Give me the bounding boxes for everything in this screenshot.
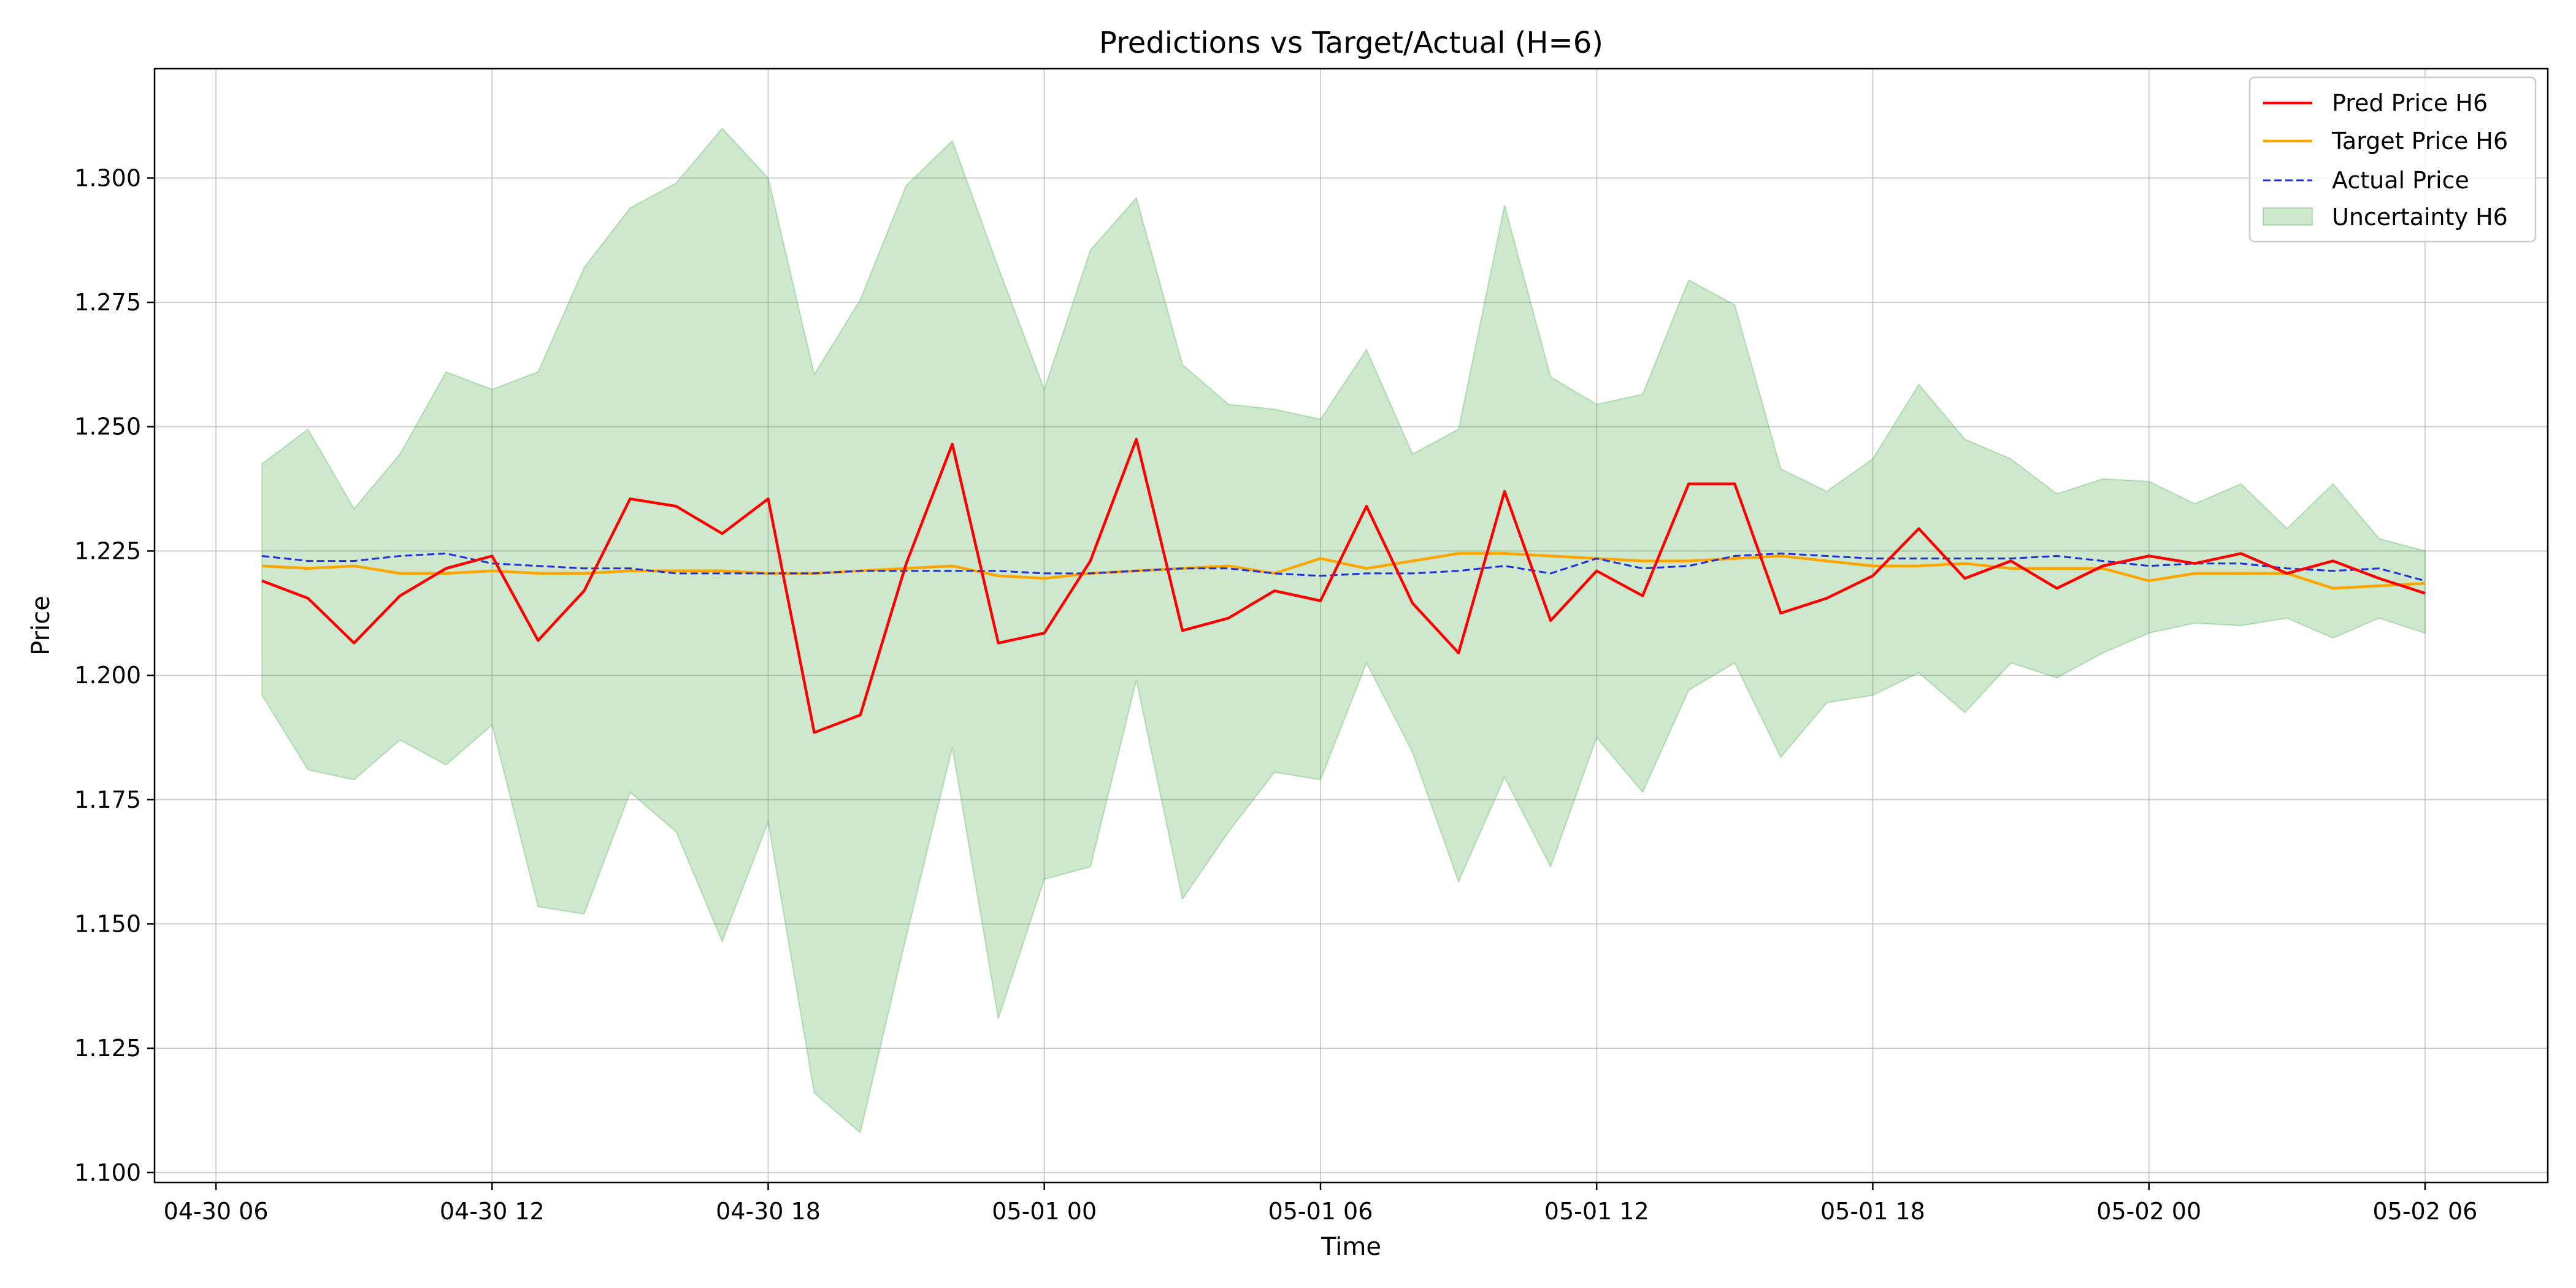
x-tick-label: 04-30 12 <box>440 1198 545 1225</box>
series-line-actual-price <box>261 552 2426 582</box>
x-tick-label: 05-01 00 <box>992 1198 1097 1225</box>
series-layer <box>261 437 2426 734</box>
y-tick-label: 1.175 <box>74 786 141 813</box>
legend-swatch-uncertainty <box>2263 207 2313 226</box>
plot-frame <box>153 67 2549 1184</box>
x-tick-label: 04-30 06 <box>164 1198 269 1225</box>
y-tick-label: 1.300 <box>74 164 141 191</box>
y-tick-label: 1.225 <box>74 537 141 564</box>
y-tick-label: 1.250 <box>74 413 141 440</box>
legend-label-actual-price: Actual Price <box>2332 167 2469 194</box>
chart-title: Predictions vs Target/Actual (H=6) <box>1099 26 1603 60</box>
legend: Pred Price H6 Target Price H6 Actual Pri… <box>2248 76 2537 243</box>
y-tick-label: 1.125 <box>74 1035 141 1062</box>
x-axis-label: Time <box>1321 1233 1381 1261</box>
y-tick-label: 1.275 <box>74 289 141 316</box>
x-tick-label: 05-02 06 <box>2372 1198 2477 1225</box>
x-tick-label: 04-30 18 <box>716 1198 821 1225</box>
legend-frame <box>2248 76 2537 243</box>
legend-label-target-price: Target Price H6 <box>2331 128 2508 155</box>
y-tick-label: 1.150 <box>74 910 141 937</box>
uncertainty-band <box>261 127 2426 1134</box>
y-tick-label: 1.100 <box>74 1159 141 1186</box>
y-tick-label: 1.200 <box>74 662 141 689</box>
legend-label-uncertainty: Uncertainty H6 <box>2332 204 2508 231</box>
series-line-pred-price-h6 <box>261 437 2426 734</box>
grid-lines <box>155 69 2548 1183</box>
x-tick-label: 05-01 06 <box>1268 1198 1373 1225</box>
x-axis-ticks: 04-30 06 04-30 12 04-30 18 05-01 00 05-01 06… <box>164 1183 2477 1225</box>
y-axis-ticks: 1.100 1.125 1.150 1.175 1.200 1.225 1.250 1.275… <box>74 164 155 1186</box>
legend-label-pred-price: Pred Price H6 <box>2332 90 2488 117</box>
uncertainty-band-layer <box>261 127 2426 1134</box>
plot-area <box>153 67 2549 1184</box>
x-tick-label: 05-01 18 <box>1820 1198 1925 1225</box>
series-line-target-price-h6 <box>261 552 2426 590</box>
y-axis-label: Price <box>27 596 55 656</box>
x-tick-label: 05-02 00 <box>2096 1198 2201 1225</box>
x-tick-label: 05-01 12 <box>1544 1198 1649 1225</box>
